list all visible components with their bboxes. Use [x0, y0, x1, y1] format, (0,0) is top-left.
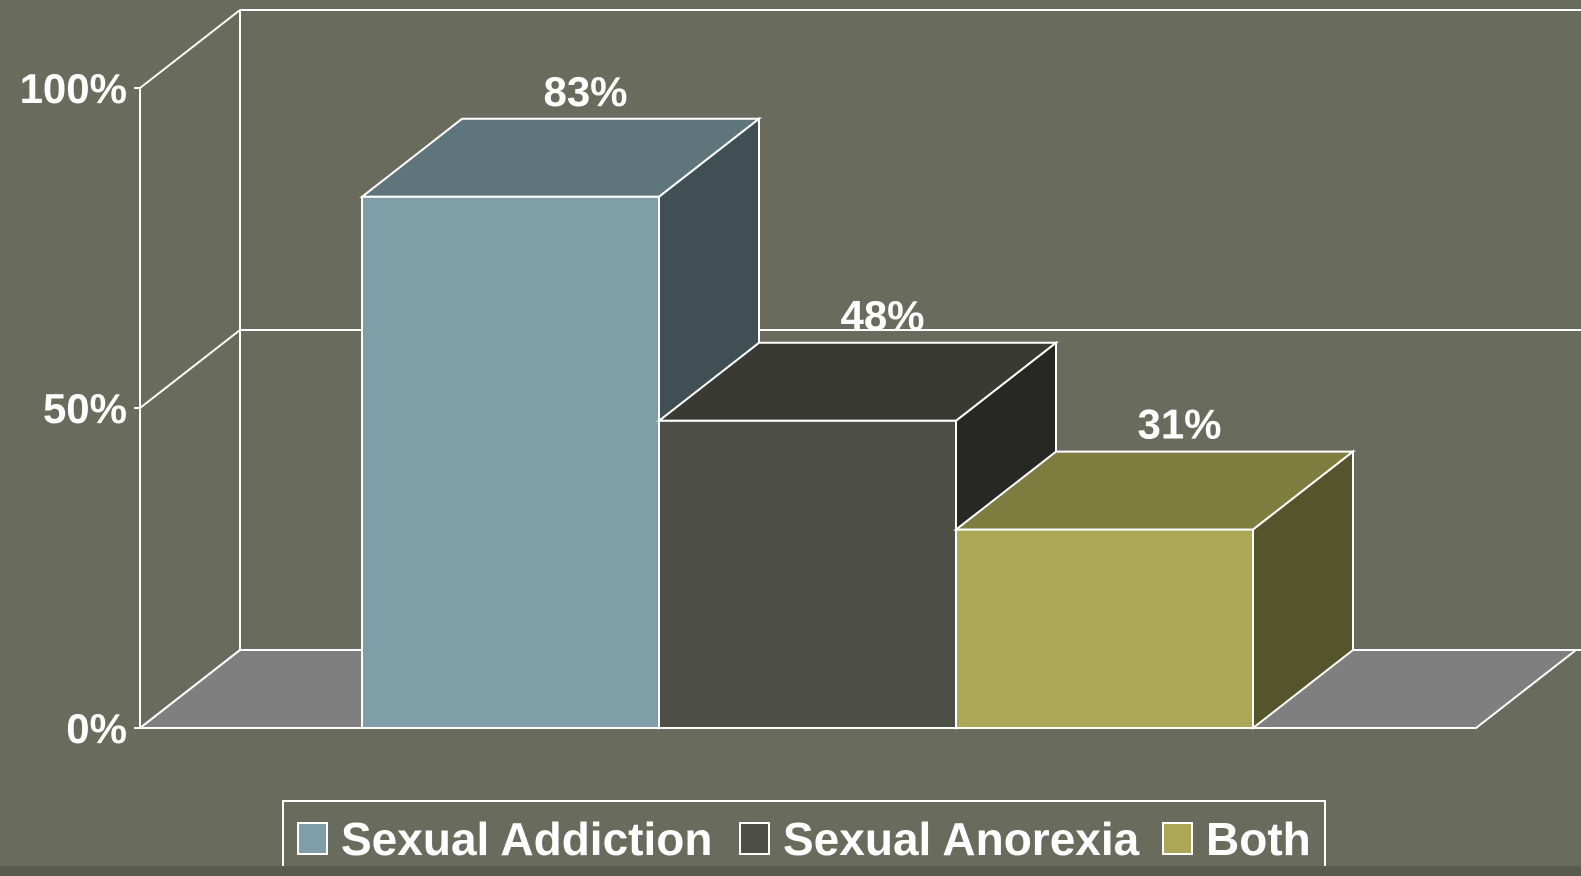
y-tick-label: 100%	[20, 65, 127, 112]
data-labels: 83% 48% 31%	[543, 68, 1221, 448]
legend-swatch-3	[1162, 822, 1193, 855]
bar-front-face	[658, 419, 957, 729]
legend-swatch-1	[297, 822, 328, 855]
bar-front-face	[361, 195, 660, 730]
y-tick-label: 0%	[66, 705, 127, 752]
data-label-2: 48%	[840, 292, 924, 339]
gridline-side	[139, 329, 241, 409]
legend-box	[282, 800, 1326, 876]
bar-front-face	[955, 528, 1254, 729]
y-tick-label: 50%	[43, 385, 127, 432]
data-label-3: 31%	[1137, 401, 1221, 448]
legend-label-3: Both	[1206, 813, 1311, 865]
legend-label-2: Sexual Anorexia	[783, 813, 1140, 865]
bars	[359, 116, 1356, 731]
legend-swatch-2	[739, 822, 770, 855]
bottom-strip	[0, 866, 1581, 876]
data-label-1: 83%	[543, 68, 627, 115]
legend: Sexual Addiction Sexual Anorexia Both	[282, 800, 1326, 876]
gridline-side	[139, 649, 241, 729]
y-axis-ticks: 0% 50% 100%	[20, 65, 140, 752]
legend-label-1: Sexual Addiction	[341, 813, 712, 865]
bar-3	[953, 449, 1356, 731]
gridline-side	[139, 9, 241, 89]
